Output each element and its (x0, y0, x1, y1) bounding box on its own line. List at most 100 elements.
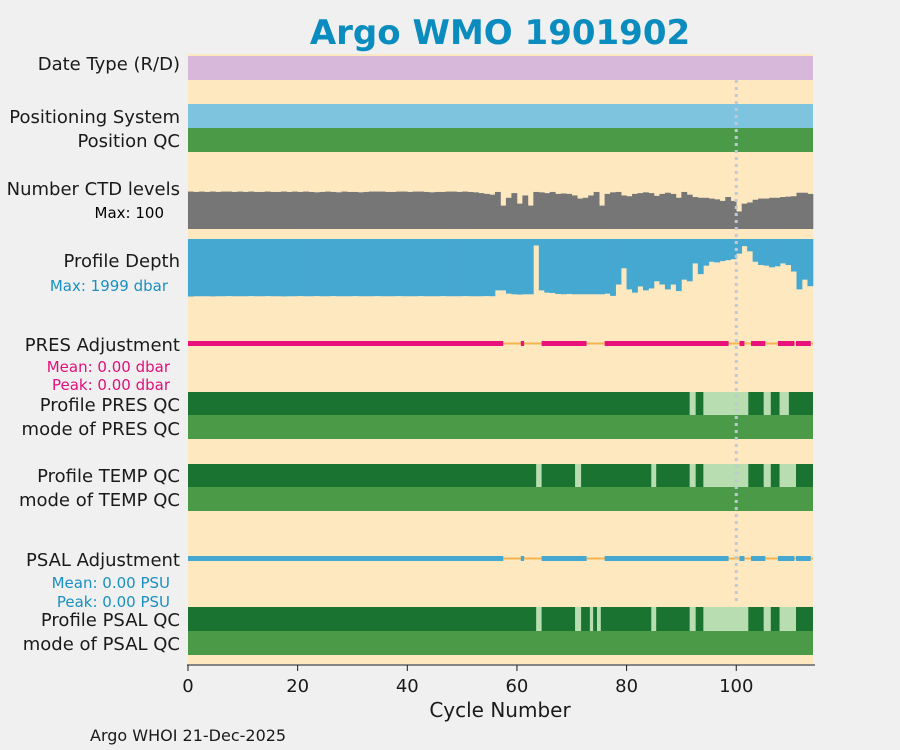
ctd-levels-bar (231, 191, 238, 229)
ctd-levels-bar (560, 193, 567, 229)
ctd-levels-bar (533, 191, 540, 229)
profile-depth-bar (615, 239, 622, 285)
ctd-levels-bar (714, 199, 721, 229)
temp_qc-light-segment (575, 464, 582, 487)
profile-depth-bar (412, 239, 419, 297)
ctd-levels-bar (588, 195, 595, 229)
profile-depth-bar (697, 239, 704, 275)
ctd-levels-bar (796, 192, 803, 229)
pres_qc-light-segment (763, 392, 771, 415)
ctd-levels-bar (527, 205, 534, 229)
profile-depth-bar (237, 239, 244, 297)
temp_mode-label: mode of TEMP QC (19, 490, 180, 511)
profile-depth-bar (308, 239, 315, 297)
ctd-levels-bar (577, 198, 584, 229)
ctd-levels-bar (440, 191, 446, 229)
ctd-levels-bar (330, 191, 337, 229)
profile-depth-bar (796, 239, 803, 290)
ctd-levels-bar (434, 191, 441, 229)
psal_mode-band (188, 631, 813, 655)
profile-depth-bar (220, 239, 227, 297)
profile-depth-bar (741, 239, 748, 247)
ctd-levels-bar (522, 195, 529, 229)
profile-depth-bar (763, 239, 770, 266)
ctd-levels-bar (719, 200, 726, 229)
ctd-levels-bar (478, 193, 485, 229)
ctd-levels-bar (632, 193, 638, 229)
psal_adj-segment (739, 556, 745, 561)
profile-depth-bar (434, 239, 441, 297)
psal_adj-segment (751, 556, 766, 561)
profile-depth-bar (275, 239, 282, 297)
profile-depth-bar (648, 239, 655, 289)
profile-depth-bar (692, 239, 699, 264)
x-tick-label: 20 (286, 676, 309, 697)
ctd-levels-bar (473, 192, 479, 229)
profile-depth-bar (325, 239, 331, 297)
psal_qc-light-segment (763, 607, 771, 631)
ctd-levels-bar (308, 191, 315, 229)
profile-depth-bar (385, 239, 392, 297)
ctd-levels-bar (193, 191, 200, 229)
pres_qc-label: Profile PRES QC (40, 395, 180, 416)
profile-depth-bar (582, 239, 589, 295)
depth-label: Profile Depth (63, 251, 180, 272)
ctd-levels-bar (769, 197, 775, 229)
profile-depth-bar (500, 239, 507, 291)
psal_qc-light-segment (589, 607, 594, 631)
profile-depth-bar (462, 239, 468, 297)
x-tick-label: 60 (505, 676, 528, 697)
profile-depth-bar (303, 239, 309, 297)
ctd-levels-bar (725, 197, 732, 229)
ctd-levels-bar (286, 191, 293, 229)
ctd-levels-bar (412, 191, 419, 229)
ctd-levels-bar (445, 191, 452, 229)
temp_qc-light-segment (689, 464, 696, 487)
profile-depth-bar (467, 239, 474, 297)
profile-depth-bar (292, 239, 298, 297)
pres_adj-segment (604, 341, 729, 346)
ctd-levels-bar (670, 193, 677, 229)
psal_adj-segment (777, 556, 795, 561)
profile-depth-bar (418, 239, 425, 297)
ctd-levels-bar (648, 193, 655, 229)
ctd-levels-bar (401, 191, 408, 229)
ctd-levels-bar (780, 197, 786, 229)
ctd-levels-bar (582, 197, 589, 229)
psal_adj-segment (604, 556, 729, 561)
profile-depth-bar (209, 239, 216, 297)
ctd-levels-bar (248, 191, 255, 229)
ctd-levels-bar (253, 191, 260, 229)
ctd-levels-bar (352, 191, 359, 229)
ctd-levels-bar (500, 205, 507, 229)
ctd-levels-bar (379, 191, 386, 229)
date_type-band (188, 56, 813, 80)
ctd-levels-bar (204, 191, 211, 229)
ctd-levels-bar (516, 203, 523, 229)
ctd-levels-bar (692, 197, 699, 229)
ctd-levels-bar (752, 199, 759, 229)
profile-depth-bar (198, 239, 205, 297)
profile-depth-bar (281, 239, 287, 297)
profile-depth-bar (226, 239, 233, 297)
footer-credit: Argo WHOI 21-Dec-2025 (90, 726, 286, 745)
profile-depth-bar (675, 239, 682, 292)
ctd-levels-bar (418, 191, 425, 229)
profile-depth-bar (445, 239, 452, 297)
psal_qc-label: Profile PSAL QC (41, 610, 180, 631)
profile-depth-bar (242, 239, 249, 297)
pres_adj-peak-label: Peak: 0.00 dbar (52, 376, 171, 394)
profile-depth-bar (774, 239, 781, 267)
x-axis: 0 20 40 60 80 100 (182, 664, 815, 697)
temp_qc-light-segment (779, 464, 797, 487)
ctd-levels-bar (187, 191, 194, 229)
ctd-levels-bar (697, 197, 704, 229)
profile-depth-bar (544, 239, 551, 293)
profile-depth-bar (610, 239, 616, 296)
temp_mode-band (188, 487, 813, 511)
profile-depth-bar (193, 239, 200, 297)
profile-depth-bar (396, 239, 403, 297)
pres_mode-label: mode of PRES QC (22, 419, 180, 440)
profile-depth-bar (187, 239, 194, 297)
profile-depth-bar (626, 239, 633, 290)
